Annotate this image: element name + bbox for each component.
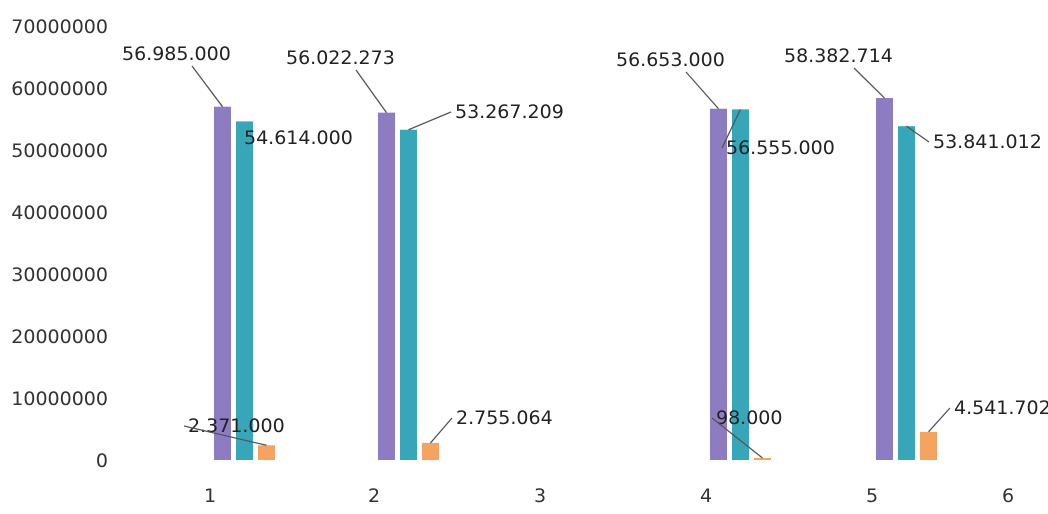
x-tick-label: 5 — [866, 485, 878, 507]
bar-series-3-cat-5 — [920, 431, 937, 460]
data-label: 56.985.000 — [122, 43, 231, 65]
bar-series-1-cat-1 — [214, 106, 231, 461]
label-leader-line — [430, 417, 453, 444]
label-leader-line — [906, 125, 930, 143]
label-leader-line — [721, 109, 742, 149]
x-tick-label: 6 — [1002, 485, 1014, 507]
bar-series-2-cat-1 — [236, 121, 253, 461]
bar-series-2-cat-2 — [400, 129, 417, 461]
label-leader-line — [408, 111, 452, 131]
data-label: 2.755.064 — [456, 407, 553, 429]
data-label: 4.541.702 — [954, 397, 1048, 419]
x-tick-label: 1 — [204, 485, 216, 507]
bar-series-3-cat-1 — [258, 445, 275, 460]
y-axis: 0 10000000 20000000 30000000 40000000 5000000… — [11, 16, 108, 472]
bars — [214, 98, 937, 461]
label-leader-line — [355, 69, 388, 114]
bar-series-2-cat-5 — [898, 126, 915, 460]
y-tick-label: 40000000 — [11, 202, 108, 224]
label-leader-line — [853, 67, 885, 99]
y-tick-label: 70000000 — [11, 16, 108, 38]
label-leader-line — [711, 417, 763, 459]
data-label: 53.841.012 — [933, 131, 1042, 153]
bar-series-1-cat-4 — [710, 108, 727, 460]
bar-series-3-cat-2 — [422, 442, 439, 460]
x-axis: 1 2 3 4 5 6 — [204, 485, 1014, 507]
bar-series-3-cat-4 — [754, 458, 771, 460]
data-labels: 56.985.000 56.022.273 56.653.000 58.382.714… — [122, 43, 1048, 459]
data-label: 54.614.000 — [244, 127, 353, 149]
y-tick-label: 10000000 — [11, 388, 108, 410]
label-leader-line — [191, 65, 224, 108]
data-label: 58.382.714 — [784, 45, 893, 67]
x-tick-label: 4 — [700, 485, 712, 507]
label-leader-line — [685, 71, 719, 110]
y-tick-label: 30000000 — [11, 264, 108, 286]
data-label: 98.000 — [716, 407, 782, 429]
bar-series-1-cat-2 — [378, 112, 395, 460]
y-tick-label: 60000000 — [11, 78, 108, 100]
data-label: 56.555.000 — [726, 137, 835, 159]
x-tick-label: 3 — [534, 485, 546, 507]
bar-series-1-cat-5 — [876, 98, 893, 461]
y-tick-label: 0 — [96, 450, 108, 472]
y-tick-label: 20000000 — [11, 326, 108, 348]
bar-series-2-cat-4 — [732, 109, 749, 460]
data-label: 53.267.209 — [455, 101, 564, 123]
label-leader-line — [183, 425, 267, 446]
x-tick-label: 2 — [368, 485, 380, 507]
y-tick-label: 50000000 — [11, 140, 108, 162]
data-label: 56.653.000 — [616, 49, 725, 71]
data-label: 2.371.000 — [188, 415, 285, 437]
data-label: 56.022.273 — [286, 47, 395, 69]
label-leader-line — [928, 407, 951, 433]
